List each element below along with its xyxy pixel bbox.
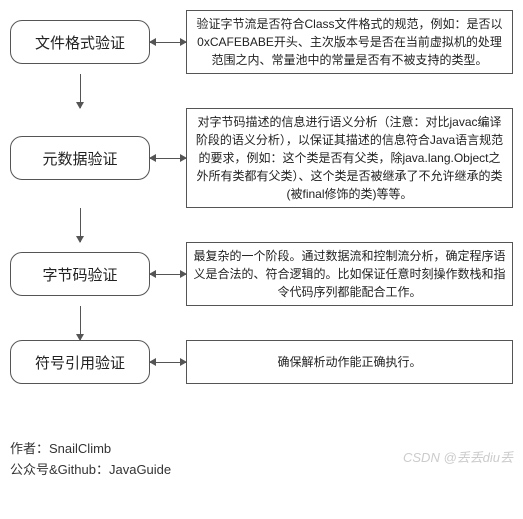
- v-connector: [80, 306, 81, 340]
- v-connector: [80, 74, 81, 108]
- h-connector: [150, 158, 186, 159]
- source-name: JavaGuide: [109, 462, 171, 477]
- stage-desc-text: 最复杂的一个阶段。通过数据流和控制流分析，确定程序语义是合法的、符合逻辑的。比如…: [193, 247, 506, 301]
- stage-title: 字节码验证: [42, 264, 117, 285]
- stage-title: 元数据验证: [42, 148, 117, 169]
- stage-desc-1: 验证字节流是否符合Class文件格式的规范，例如：是否以0xCAFEBABE开头…: [186, 10, 513, 74]
- v-connector: [80, 208, 81, 242]
- stage-title: 文件格式验证: [35, 32, 125, 53]
- flowchart: 文件格式验证 验证字节流是否符合Class文件格式的规范，例如：是否以0xCAF…: [10, 10, 513, 384]
- stage-row: 字节码验证 最复杂的一个阶段。通过数据流和控制流分析，确定程序语义是合法的、符合…: [10, 242, 513, 306]
- stage-box-2: 元数据验证: [10, 136, 150, 180]
- stage-desc-text: 对字节码描述的信息进行语义分析（注意：对比javac编译阶段的语义分析），以保证…: [193, 113, 506, 203]
- stage-row: 符号引用验证 确保解析动作能正确执行。: [10, 340, 513, 384]
- h-connector: [150, 274, 186, 275]
- stage-desc-text: 验证字节流是否符合Class文件格式的规范，例如：是否以0xCAFEBABE开头…: [193, 15, 506, 69]
- stage-desc-2: 对字节码描述的信息进行语义分析（注意：对比javac编译阶段的语义分析），以保证…: [186, 108, 513, 208]
- h-connector: [150, 362, 186, 363]
- stage-row: 元数据验证 对字节码描述的信息进行语义分析（注意：对比javac编译阶段的语义分…: [10, 108, 513, 208]
- h-connector: [150, 42, 186, 43]
- stage-desc-3: 最复杂的一个阶段。通过数据流和控制流分析，确定程序语义是合法的、符合逻辑的。比如…: [186, 242, 513, 306]
- stage-box-4: 符号引用验证: [10, 340, 150, 384]
- stage-row: 文件格式验证 验证字节流是否符合Class文件格式的规范，例如：是否以0xCAF…: [10, 10, 513, 74]
- author-label: 作者：: [10, 441, 49, 456]
- author-name: SnailClimb: [49, 441, 111, 456]
- watermark: CSDN @丢丢diu丢: [403, 447, 513, 466]
- source-label: 公众号&Github：: [10, 462, 109, 477]
- stage-desc-4: 确保解析动作能正确执行。: [186, 340, 513, 384]
- stage-desc-text: 确保解析动作能正确执行。: [277, 353, 421, 371]
- stage-box-1: 文件格式验证: [10, 20, 150, 64]
- stage-box-3: 字节码验证: [10, 252, 150, 296]
- v-connector-wrap: [10, 306, 150, 340]
- v-connector-wrap: [10, 208, 150, 242]
- v-connector-wrap: [10, 74, 150, 108]
- stage-title: 符号引用验证: [35, 352, 125, 373]
